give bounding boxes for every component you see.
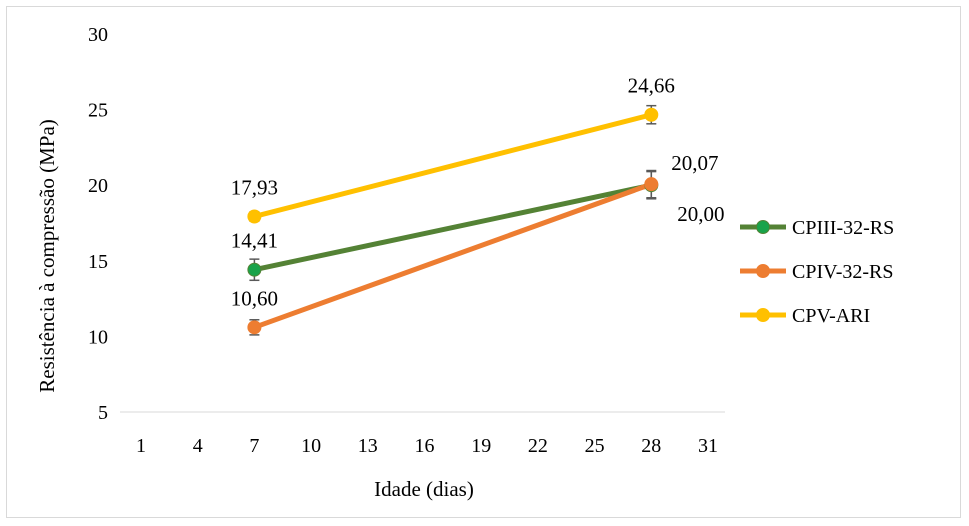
legend-marker <box>756 264 770 278</box>
x-tick-label: 31 <box>698 435 718 457</box>
data-label: 24,66 <box>628 74 675 98</box>
x-axis-ticks: 1 4 7 10 13 16 19 22 25 28 31 <box>136 435 718 457</box>
y-tick-label: 15 <box>88 251 108 273</box>
legend-label: CPIII-32-RS <box>792 217 894 239</box>
y-tick-label: 20 <box>88 175 108 197</box>
x-tick-label: 28 <box>641 435 661 457</box>
series-line-cpv-ari <box>251 112 654 219</box>
x-tick-label: 7 <box>249 435 259 457</box>
data-label: 14,41 <box>231 229 278 253</box>
x-tick-label: 22 <box>528 435 548 457</box>
data-label: 20,00 <box>677 202 724 226</box>
legend-item: CPV-ARI <box>740 305 870 327</box>
x-tick-label: 1 <box>136 435 146 457</box>
data-point <box>644 177 659 192</box>
series-markers <box>247 107 659 335</box>
y-axis-title: Resistência à compressão (MPa) <box>35 119 59 393</box>
legend-marker <box>756 220 770 234</box>
series-line-cpiv-32-rs <box>251 181 654 330</box>
chart-frame <box>6 6 961 518</box>
data-point <box>644 107 659 122</box>
data-point <box>247 320 262 335</box>
y-axis-ticks: 5 10 15 20 25 30 <box>88 24 108 424</box>
x-tick-label: 13 <box>358 435 378 457</box>
data-point <box>247 209 262 224</box>
x-tick-label: 16 <box>415 435 435 457</box>
data-label: 10,60 <box>231 286 278 310</box>
y-tick-label: 30 <box>88 24 108 46</box>
legend-label: CPV-ARI <box>792 305 870 327</box>
x-tick-label: 4 <box>193 435 203 457</box>
y-tick-label: 10 <box>88 326 108 348</box>
series-lines <box>251 112 654 330</box>
y-tick-label: 5 <box>98 402 108 424</box>
legend: CPIII-32-RS CPIV-32-RS CPV-ARI <box>740 217 894 327</box>
error-bars <box>249 104 657 336</box>
data-label: 20,07 <box>671 151 718 175</box>
x-axis-title: Idade (dias) <box>374 477 474 501</box>
legend-marker <box>756 308 770 322</box>
series-line-cpiii-32-rs <box>251 182 654 273</box>
legend-label: CPIV-32-RS <box>792 261 894 283</box>
data-labels: 14,41 20,00 10,60 20,07 17,93 24,66 <box>231 74 725 311</box>
x-tick-label: 19 <box>471 435 491 457</box>
data-label: 17,93 <box>231 175 278 199</box>
data-point <box>247 262 262 277</box>
legend-item: CPIV-32-RS <box>740 261 894 283</box>
y-tick-label: 25 <box>88 100 108 122</box>
x-tick-label: 25 <box>585 435 605 457</box>
legend-item: CPIII-32-RS <box>740 217 894 239</box>
x-tick-label: 10 <box>301 435 321 457</box>
